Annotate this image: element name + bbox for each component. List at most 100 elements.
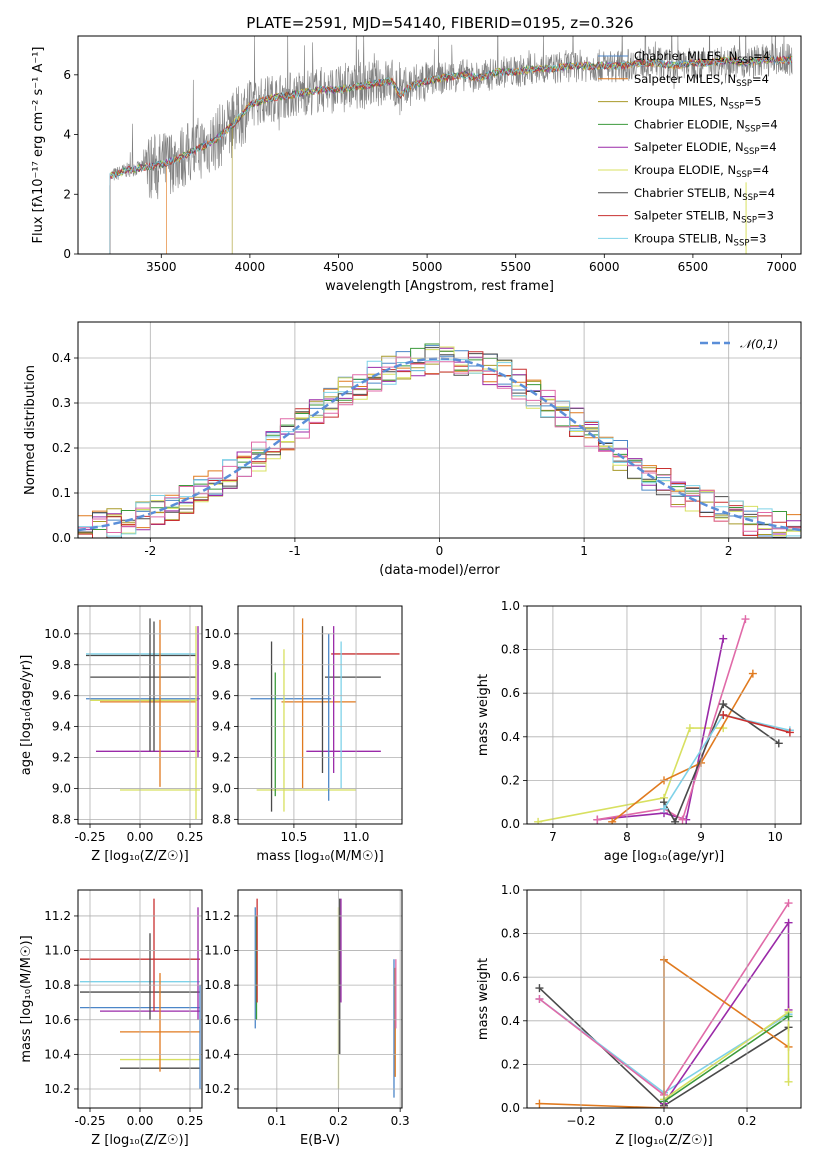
- legend-label: Salpeter ELODIE, NSSP=4: [634, 140, 777, 157]
- legend-text: =4: [753, 49, 770, 63]
- legend-text: =4: [761, 117, 778, 131]
- mass-weight-line: [663, 920, 790, 1105]
- x-tick-label: 4500: [323, 260, 354, 274]
- x-axis-label: E(B-V): [300, 1133, 340, 1148]
- axes-mass-vs-Z: -0.25 0.00 0.25 10.2 10.4 10.6 10.8 11.0 11.2 Z […: [19, 889, 204, 1148]
- mass-weight-marker: [784, 918, 793, 927]
- y-tick-label: 4: [63, 128, 71, 142]
- legend-text: Chabrier ELODIE, N: [634, 117, 745, 131]
- legend-subscript: SSP: [744, 147, 760, 157]
- x-tick-label: 3500: [146, 260, 177, 274]
- mass-weight-marker: [593, 815, 602, 824]
- y-tick-label: 9.6: [52, 689, 71, 703]
- y-tick-label: 9.6: [212, 689, 231, 703]
- y-tick-label: 10.8: [44, 978, 71, 992]
- mass-weight-marker: [784, 1012, 793, 1021]
- axes-mass-vs-EBV: 0.1 0.2 0.3 10.2 10.4 10.6 10.8 11.0 11.2 E(B-V): [204, 889, 410, 1148]
- y-tick-label: 8.8: [212, 812, 231, 826]
- x-tick-label: −0.2: [566, 1114, 595, 1128]
- axes-residual-histogram: -2 -1 0 1 2 0.0 0.1 0.2 0.3 0.4 (data-model)/error…: [23, 321, 802, 578]
- legend-text: Kroupa MILES, N: [634, 95, 729, 109]
- plot-area-mass-weight-vs-age: [534, 615, 794, 824]
- legend-label: Kroupa STELIB, NSSP=3: [634, 231, 766, 248]
- legend-label: Kroupa ELODIE, NSSP=4: [634, 163, 769, 180]
- y-tick-label: 10.6: [44, 1013, 71, 1027]
- mass-weight-marker: [784, 899, 793, 908]
- mass-weight-line: [663, 702, 780, 824]
- y-tick-label: 11.0: [44, 944, 71, 958]
- legend-text: Salpeter MILES, N: [634, 72, 736, 86]
- mass-weight-line: [663, 714, 791, 810]
- axes-frame: [77, 889, 203, 1109]
- x-tick-label: 0.2: [737, 1114, 756, 1128]
- plot-area-age-vs-mass: [250, 618, 400, 812]
- x-tick-label: 0.1: [267, 1114, 286, 1128]
- y-tick-label: 9.0: [52, 781, 71, 795]
- figure-title: PLATE=2591, MJD=54140, FIBERID=0195, z=0…: [246, 14, 633, 32]
- y-tick-label: 11.2: [204, 909, 231, 923]
- y-axis-label: mass weight: [476, 958, 491, 1040]
- axes-frame: [237, 889, 403, 1109]
- axes-frame: [77, 35, 802, 255]
- mass-weight-marker: [671, 817, 680, 824]
- legend-text: =5: [744, 95, 761, 109]
- x-axis-label: age [log₁₀(age/yr)]: [604, 849, 725, 864]
- legend-label: Chabrier ELODIE, NSSP=4: [634, 117, 778, 134]
- mass-weight-marker: [535, 984, 544, 993]
- x-axis-label: Z [log₁₀(Z/Z☉)]: [615, 1133, 712, 1148]
- axes-frame: [526, 889, 802, 1109]
- legend-subscript: SSP: [736, 170, 752, 180]
- model-spectrum-line: [166, 56, 792, 254]
- plot-area-mass-vs-EBV: [254, 898, 397, 1098]
- x-tick-label: 0.00: [127, 830, 154, 844]
- y-tick-label: 10.4: [204, 1047, 231, 1061]
- mass-weight-marker: [741, 615, 750, 624]
- histogram-legend: 𝒩(0,1): [700, 337, 778, 351]
- axes-age-vs-mass: 10.5 11.0 8.8 9.0 9.2 9.4 9.6 9.8 10.0 mass [log₁…: [204, 605, 403, 864]
- legend-label: Salpeter MILES, NSSP=4: [634, 72, 769, 89]
- legend-subscript: SSP: [734, 238, 750, 248]
- y-tick-label: 9.4: [212, 720, 231, 734]
- legend-subscript: SSP: [741, 216, 757, 226]
- x-tick-label: 10: [767, 830, 782, 844]
- mass-weight-line: [663, 1010, 790, 1100]
- x-axis-label: wavelength [Angstrom, rest frame]: [325, 279, 554, 294]
- mass-weight-marker: [608, 817, 617, 824]
- x-tick-label: 7: [549, 830, 557, 844]
- y-axis-label: mass [log₁₀(M/M☉)]: [19, 935, 34, 1062]
- y-axis-label: Flux [fλ10⁻¹⁷ erg cm⁻² s⁻¹ A⁻¹]: [31, 47, 46, 244]
- y-tick-label: 0.4: [501, 730, 520, 744]
- x-tick-label: 2: [725, 544, 733, 558]
- y-tick-label: 0.6: [501, 686, 520, 700]
- mass-weight-marker: [719, 700, 728, 709]
- x-tick-label: -0.25: [74, 1114, 105, 1128]
- y-tick-label: 6: [63, 68, 71, 82]
- axes-frame: [237, 605, 403, 825]
- legend-label: Salpeter STELIB, NSSP=3: [634, 209, 774, 226]
- mass-weight-marker: [535, 1099, 544, 1108]
- y-tick-label: 10.4: [44, 1047, 71, 1061]
- x-tick-label: 8: [623, 830, 631, 844]
- legend-text: Kroupa ELODIE, N: [634, 163, 736, 177]
- legend-text: =4: [752, 72, 769, 86]
- y-tick-label: 10.0: [44, 627, 71, 641]
- mass-weight-marker: [678, 815, 687, 824]
- y-tick-label: 0.1: [52, 486, 71, 500]
- x-tick-label: -2: [144, 544, 156, 558]
- mass-weight-line: [537, 727, 724, 823]
- x-tick-label: 0.25: [177, 1114, 204, 1128]
- legend-text: Salpeter ELODIE, N: [634, 140, 744, 154]
- x-tick-label: 4000: [235, 260, 266, 274]
- legend-text: Salpeter STELIB, N: [634, 209, 741, 223]
- legend-text: Chabrier STELIB, N: [634, 186, 742, 200]
- legend-subscript: SSP: [736, 79, 752, 89]
- x-axis-label: Z [log₁₀(Z/Z☉)]: [91, 1133, 188, 1148]
- mass-weight-marker: [784, 1077, 793, 1086]
- mass-weight-marker: [660, 804, 668, 813]
- axes-frame: [77, 605, 203, 825]
- legend-text: Kroupa STELIB, N: [634, 231, 734, 245]
- legend-label: Chabrier MILES, NSSP=4: [634, 49, 770, 66]
- x-tick-label: 0.00: [127, 1114, 154, 1128]
- axes-mass-weight-vs-Z: −0.2 0.0 0.2 0.0 0.2 0.4 0.6 0.8 1.0 Z [log₁₀(Z/Z…: [476, 883, 802, 1148]
